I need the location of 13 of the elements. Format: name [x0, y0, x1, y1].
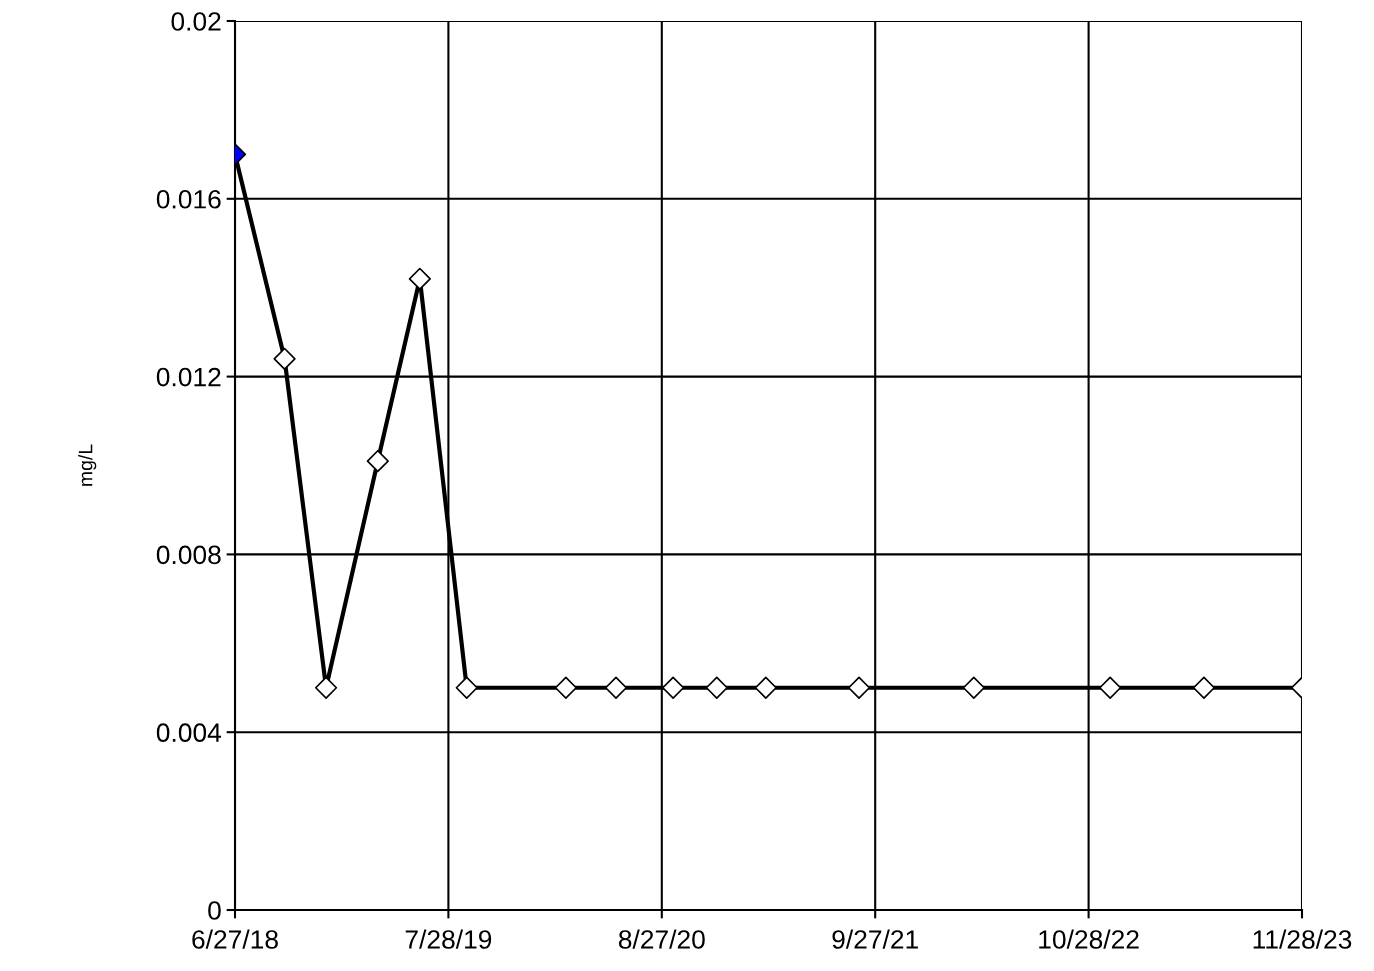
y-tick-label: 0.008 — [156, 545, 221, 565]
x-tick-label: 8/27/20 — [618, 929, 705, 949]
y-axis-title: mg/L — [78, 444, 97, 486]
x-tick-label: 11/28/23 — [1253, 929, 1352, 949]
y-tick-label: 0.012 — [156, 367, 221, 387]
x-tick-label: 7/28/19 — [405, 929, 492, 949]
y-tick-label: 0.004 — [156, 723, 222, 743]
x-tick-label: 9/27/21 — [832, 929, 918, 949]
x-tick-label: 10/28/22 — [1039, 929, 1139, 949]
y-tick-label: 0.016 — [156, 189, 221, 209]
y-tick-label: 0.02 — [171, 12, 221, 31]
y-tick-label: 0 — [208, 901, 221, 920]
x-tick-label: 6/27/18 — [192, 929, 278, 949]
